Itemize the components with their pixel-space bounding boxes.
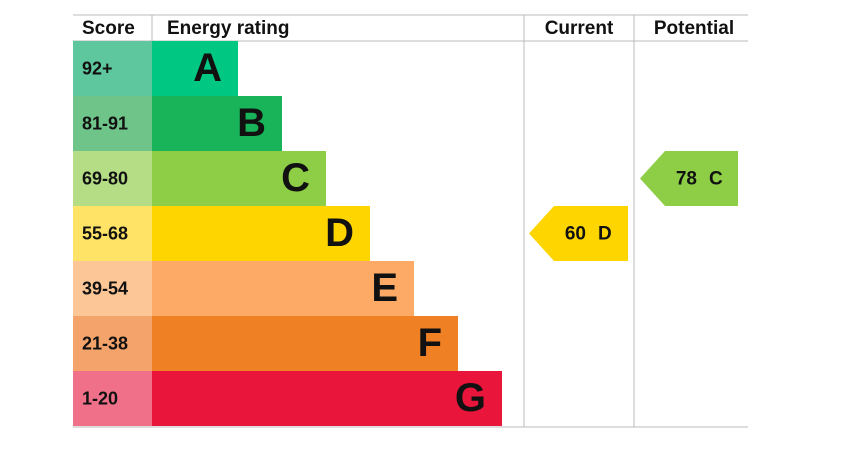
current-value: 60 — [565, 224, 586, 245]
score-range: 92+ — [82, 58, 113, 78]
score-cell — [73, 96, 152, 151]
rating-letter: A — [193, 46, 222, 90]
score-cell — [73, 371, 152, 426]
rating-letter: D — [325, 211, 354, 255]
score-cell — [73, 261, 152, 316]
rating-letter: C — [281, 156, 310, 200]
rating-letter: G — [455, 376, 486, 420]
rating-letter: E — [371, 266, 398, 310]
rating-bar — [152, 316, 458, 371]
current-letter: D — [598, 224, 612, 245]
rating-bar — [152, 41, 238, 96]
header-rating: Energy rating — [167, 18, 289, 39]
potential-arrow — [640, 151, 738, 206]
score-range: 69-80 — [82, 168, 128, 188]
rating-letter: B — [237, 101, 266, 145]
header-potential: Potential — [654, 18, 734, 39]
score-cell — [73, 316, 152, 371]
rating-bar — [152, 96, 282, 151]
score-cell — [73, 41, 152, 96]
rating-bar — [152, 371, 502, 426]
score-range: 39-54 — [82, 278, 128, 298]
header-current: Current — [545, 18, 614, 39]
current-arrow — [529, 206, 628, 261]
rating-letter: F — [418, 321, 442, 365]
header-score: Score — [82, 18, 135, 39]
potential-value: 78 — [676, 169, 697, 190]
potential-letter: C — [709, 169, 723, 190]
rating-bar — [152, 261, 414, 316]
score-cell — [73, 206, 152, 261]
score-range: 21-38 — [82, 333, 128, 353]
score-range: 55-68 — [82, 223, 128, 243]
rating-bar — [152, 206, 370, 261]
score-cell — [73, 151, 152, 206]
score-range: 81-91 — [82, 113, 128, 133]
score-range: 1-20 — [82, 388, 118, 408]
rating-bar — [152, 151, 326, 206]
